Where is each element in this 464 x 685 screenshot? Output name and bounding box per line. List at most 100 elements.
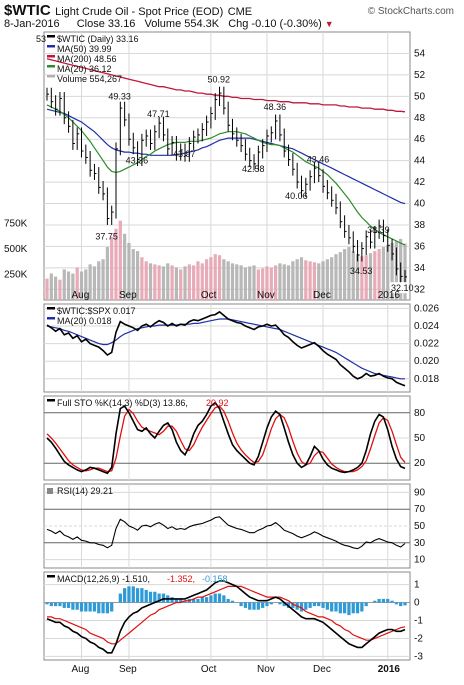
macd-x-label: Dec xyxy=(313,664,331,675)
price-tick-label: 48 xyxy=(414,113,426,124)
rsi-tick-label: 50 xyxy=(414,521,426,532)
volume-bar xyxy=(84,269,88,300)
symbol: $WTIC xyxy=(4,2,51,19)
macd-histogram-bar xyxy=(144,589,148,603)
macd-histogram-bar xyxy=(282,602,286,607)
price-x-label: Sep xyxy=(119,290,137,301)
volume-bar xyxy=(390,242,394,300)
volume-bar xyxy=(355,254,360,300)
price-x-label: Nov xyxy=(257,290,275,301)
macd-histogram-bar xyxy=(334,602,338,612)
macd-tick-label: -3 xyxy=(414,651,423,662)
price-tick-label: 44 xyxy=(414,156,426,167)
price-tick-label: 42 xyxy=(414,177,426,188)
legend-prefix: 53 xyxy=(36,34,46,44)
sto-tick-label: 20 xyxy=(414,458,426,469)
volume-bar xyxy=(217,255,222,300)
macd-histogram-bar xyxy=(373,600,377,603)
ratio-panel-frame xyxy=(43,303,411,393)
legend-swatch xyxy=(47,55,55,58)
macd-histogram-bar xyxy=(157,593,161,603)
ratio-legend-entry: MA(20) 0.018 xyxy=(57,316,112,326)
volume-bar xyxy=(170,265,174,300)
price-tick-label: 46 xyxy=(414,134,426,145)
volume-bar xyxy=(295,259,299,300)
macd-histogram-bar xyxy=(75,602,79,610)
macd-histogram-bar xyxy=(174,598,179,603)
ratio-tick-label: 0.024 xyxy=(414,321,439,332)
macd-histogram-bar xyxy=(71,602,75,610)
macd-histogram-bar xyxy=(360,602,364,612)
volume-bar xyxy=(79,271,84,300)
macd-histogram-bar xyxy=(148,591,153,603)
volume-bar xyxy=(252,265,256,300)
macd-histogram-bar xyxy=(92,602,97,612)
ratio-tick-label: 0.018 xyxy=(414,374,439,385)
price-x-label: Oct xyxy=(201,290,217,301)
macd-histogram-bar xyxy=(291,602,295,608)
volume-bar xyxy=(196,261,200,300)
volume-bar xyxy=(308,261,312,300)
macd-histogram-bar xyxy=(62,602,66,608)
volume-bar xyxy=(230,263,235,300)
legend-swatch xyxy=(47,35,55,38)
macd-signal-line xyxy=(47,585,406,645)
volume-bar xyxy=(286,265,291,300)
price-annotation: 42.58 xyxy=(242,164,265,174)
volume-bar xyxy=(334,254,338,300)
volume-bar xyxy=(192,265,196,300)
macd-histogram-bar xyxy=(399,602,403,607)
macd-x-label: Oct xyxy=(201,664,217,675)
macd-histogram-bar xyxy=(200,597,204,603)
macd-histogram-bar xyxy=(84,602,88,612)
macd-histogram-bar xyxy=(317,602,321,607)
macd-histogram-bar xyxy=(204,597,209,603)
macd-histogram-bar xyxy=(161,593,166,603)
volume-bar xyxy=(248,266,252,300)
macd-histogram-bar xyxy=(183,600,187,603)
volume-tick-label: 750K xyxy=(4,219,28,230)
macd-histogram-bar xyxy=(381,598,386,603)
volume-bar xyxy=(377,249,381,300)
sto-legend-d-value: 20.92 xyxy=(206,398,229,408)
price-tick-label: 50 xyxy=(414,91,426,102)
macd-histogram-bar xyxy=(140,588,144,603)
price-annotation: 43.97 xyxy=(173,149,196,159)
rsi-legend-entry: RSI(14) 29.21 xyxy=(57,486,113,496)
macd-histogram-bar xyxy=(153,591,157,603)
macd-histogram-bar xyxy=(364,602,368,607)
volume-bar xyxy=(373,251,377,300)
macd-histogram-bar xyxy=(170,597,174,603)
sto-tick-label: 50 xyxy=(414,433,426,444)
volume-bar xyxy=(299,257,304,300)
volume-bar xyxy=(88,264,92,300)
volume-bar xyxy=(312,262,317,300)
macd-histogram-bar xyxy=(49,602,53,607)
volume-bar xyxy=(183,266,187,300)
ratio-tick-label: 0.022 xyxy=(414,339,439,350)
price-annotation: 43.36 xyxy=(126,156,149,166)
macd-histogram-bar xyxy=(131,586,135,603)
volume-bar xyxy=(265,266,269,300)
macd-histogram-bar xyxy=(217,593,222,603)
stockcharts-watermark: © StockCharts.com xyxy=(367,6,454,17)
price-annotation: 37.75 xyxy=(95,232,118,242)
volume-label: Volume 554.3K xyxy=(144,18,220,30)
macd-histogram-bar xyxy=(342,602,347,614)
macd-histogram-bar xyxy=(325,602,329,610)
last-price-label: 32.10 xyxy=(391,283,414,293)
macd-histogram-bar xyxy=(230,600,235,603)
volume-bar xyxy=(148,263,153,300)
volume-bar xyxy=(45,278,49,300)
ratio-tick-label: 0.020 xyxy=(414,356,439,367)
volume-bar xyxy=(321,261,325,300)
volume-bar xyxy=(58,279,62,300)
volume-bar xyxy=(127,242,131,300)
price-x-label: Dec xyxy=(313,290,331,301)
price-annotation: 34.53 xyxy=(350,266,373,276)
macd-histogram-bar xyxy=(45,602,49,605)
macd-x-label: Aug xyxy=(72,664,90,675)
price-legend-entry: MA(50) 39.99 xyxy=(57,44,112,54)
macd-tick-label: -2 xyxy=(414,633,423,644)
macd-tick-label: 1 xyxy=(414,580,420,591)
